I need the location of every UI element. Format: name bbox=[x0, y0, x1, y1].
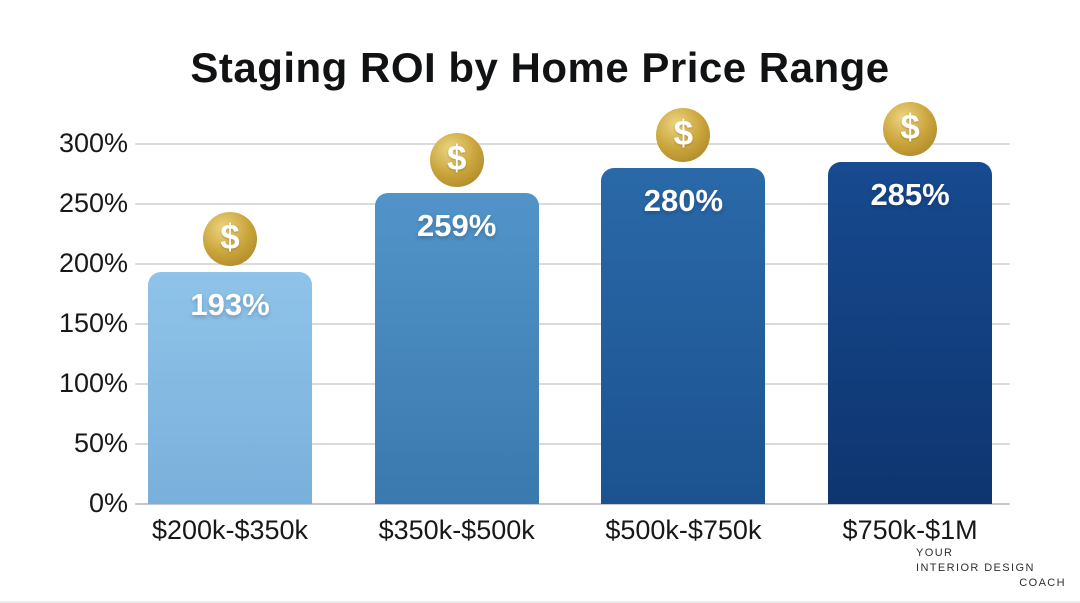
dollar-symbol: $ bbox=[673, 114, 694, 153]
gridline bbox=[135, 383, 1010, 385]
x-tick-label: $350k-$500k bbox=[378, 515, 535, 545]
bar-value-label: 259% bbox=[417, 208, 497, 244]
dollar-coin-icon: $ bbox=[429, 133, 484, 188]
y-tick-label: 200% bbox=[58, 248, 128, 278]
y-tick-label: 100% bbox=[58, 368, 128, 398]
y-tick-label: 250% bbox=[58, 188, 128, 218]
brand-logo: YOUR INTERIOR DESIGN COACH bbox=[916, 546, 1066, 591]
dollar-coin-icon: $ bbox=[656, 108, 711, 162]
brand-line-3: COACH bbox=[1019, 577, 1066, 589]
bar-$350k-$500k bbox=[374, 193, 539, 504]
y-tick-label: 150% bbox=[58, 308, 128, 338]
gridline bbox=[135, 323, 1010, 325]
y-tick-label: 0% bbox=[88, 488, 128, 518]
dollar-symbol: $ bbox=[900, 108, 920, 147]
dollar-coin-icon: $ bbox=[883, 102, 938, 156]
gridline bbox=[135, 263, 1010, 265]
dollar-symbol: $ bbox=[446, 139, 467, 179]
bar-$200k-$350k bbox=[148, 272, 312, 504]
dollar-symbol: $ bbox=[220, 218, 240, 258]
gridline bbox=[135, 443, 1010, 445]
x-axis-baseline bbox=[135, 503, 1010, 505]
gridline bbox=[135, 143, 1010, 145]
y-tick-label: 300% bbox=[58, 128, 128, 158]
x-tick-label: $750k-$1M bbox=[842, 515, 978, 545]
chart-title: Staging ROI by Home Price Range bbox=[190, 44, 890, 91]
gridline bbox=[135, 203, 1010, 205]
brand-line-2: INTERIOR DESIGN bbox=[916, 562, 1035, 574]
bar-$500k-$750k bbox=[601, 168, 766, 504]
y-tick-label: 50% bbox=[73, 428, 128, 458]
slide-bottom-edge bbox=[0, 601, 1080, 603]
x-tick-label: $200k-$350k bbox=[151, 515, 309, 545]
bar-value-label: 280% bbox=[643, 183, 724, 218]
dollar-coin-icon: $ bbox=[203, 212, 257, 267]
bar-value-label: 193% bbox=[190, 287, 270, 323]
bar-value-label: 285% bbox=[870, 177, 950, 212]
x-tick-label: $500k-$750k bbox=[605, 515, 762, 545]
bar-$750k-$1M bbox=[828, 162, 993, 504]
brand-line-1: YOUR bbox=[916, 547, 954, 559]
